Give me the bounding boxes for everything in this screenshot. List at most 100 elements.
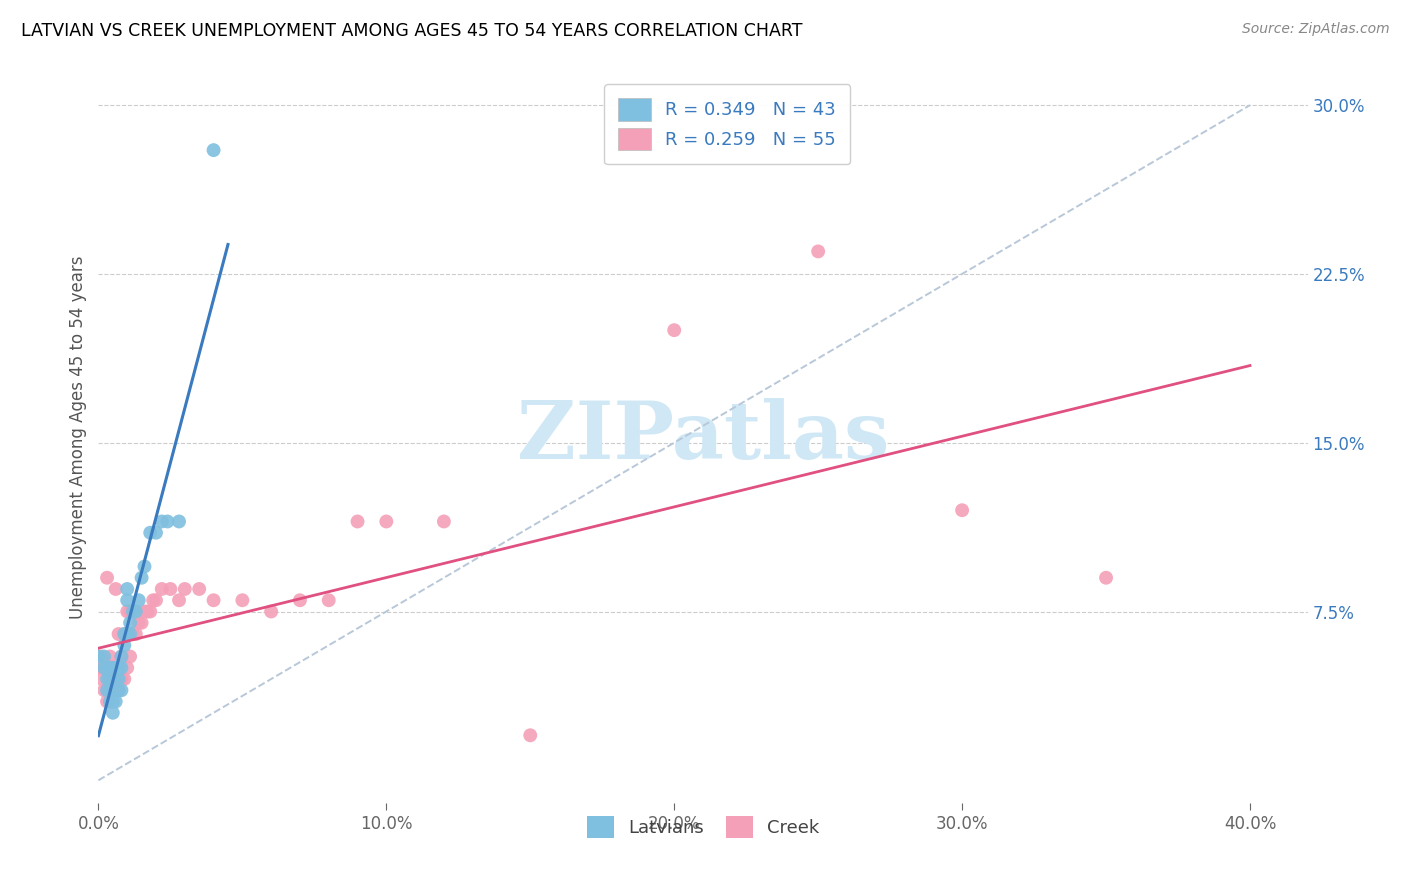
Text: LATVIAN VS CREEK UNEMPLOYMENT AMONG AGES 45 TO 54 YEARS CORRELATION CHART: LATVIAN VS CREEK UNEMPLOYMENT AMONG AGES… (21, 22, 803, 40)
Point (519, 728, 541, 742)
Point (112, 627, 135, 641)
Point (98, 661, 121, 675)
Point (115, 605, 138, 619)
Point (375, 515, 398, 529)
Legend: Latvians, Creek: Latvians, Creek (579, 808, 827, 845)
Point (93, 649, 115, 664)
Point (807, 244, 830, 259)
Point (87, 649, 110, 664)
Point (93, 661, 115, 675)
Point (107, 661, 129, 675)
Point (101, 683, 124, 698)
Point (159, 582, 181, 596)
Point (107, 627, 129, 641)
Point (167, 593, 190, 607)
Point (167, 515, 190, 529)
Point (98, 649, 121, 664)
Point (87, 661, 110, 675)
Point (96, 571, 118, 585)
Point (98, 694, 121, 708)
Point (104, 672, 127, 686)
Point (110, 649, 132, 664)
Point (107, 683, 129, 698)
Point (202, 143, 225, 157)
Point (93, 683, 115, 698)
Point (104, 683, 127, 698)
Point (101, 661, 124, 675)
Point (112, 638, 135, 652)
Point (101, 683, 124, 698)
Point (90, 672, 112, 686)
Point (115, 627, 138, 641)
Point (104, 672, 127, 686)
Point (120, 649, 142, 664)
Point (145, 525, 167, 540)
Point (122, 627, 145, 641)
Point (125, 605, 148, 619)
Point (150, 515, 173, 529)
Point (98, 683, 121, 698)
Point (101, 672, 124, 686)
Text: Source: ZipAtlas.com: Source: ZipAtlas.com (1241, 22, 1389, 37)
Point (131, 571, 153, 585)
Point (101, 661, 124, 675)
Point (1095, 571, 1118, 585)
Point (318, 593, 340, 607)
Point (93, 661, 115, 675)
Point (115, 582, 138, 596)
Point (104, 694, 127, 708)
Point (98, 672, 121, 686)
Point (107, 672, 129, 686)
Point (131, 615, 153, 630)
Point (346, 515, 368, 529)
Point (288, 593, 311, 607)
Point (104, 582, 127, 596)
Point (122, 605, 145, 619)
Point (173, 582, 195, 596)
Point (136, 605, 159, 619)
Point (260, 605, 283, 619)
Point (156, 515, 179, 529)
Point (112, 672, 135, 686)
Point (134, 605, 156, 619)
Point (142, 593, 165, 607)
Point (145, 593, 167, 607)
Point (950, 503, 973, 517)
Point (104, 683, 127, 698)
Point (139, 605, 162, 619)
Point (110, 672, 132, 686)
Point (104, 661, 127, 675)
Point (96, 694, 118, 708)
Point (115, 661, 138, 675)
Point (110, 683, 132, 698)
Point (120, 627, 142, 641)
Point (150, 582, 173, 596)
Point (98, 661, 121, 675)
Point (125, 627, 148, 641)
Point (101, 672, 124, 686)
Point (98, 683, 121, 698)
Point (96, 661, 118, 675)
Point (96, 672, 118, 686)
Point (90, 649, 112, 664)
Point (110, 661, 132, 675)
Point (96, 683, 118, 698)
Point (107, 683, 129, 698)
Point (107, 672, 129, 686)
Point (188, 582, 211, 596)
Point (101, 694, 124, 708)
Point (101, 706, 124, 720)
Point (112, 627, 135, 641)
Point (664, 323, 686, 337)
Point (110, 649, 132, 664)
Point (120, 615, 142, 630)
Point (128, 615, 150, 630)
Point (128, 593, 150, 607)
Point (120, 605, 142, 619)
Point (139, 525, 162, 540)
Point (231, 593, 253, 607)
Point (96, 683, 118, 698)
Point (433, 515, 456, 529)
Point (134, 559, 156, 574)
Point (202, 593, 225, 607)
